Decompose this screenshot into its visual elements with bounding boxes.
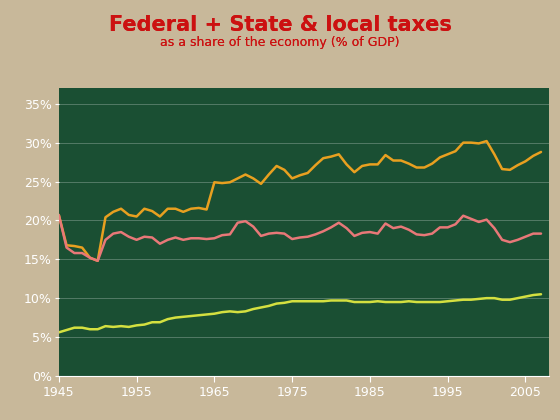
Text: as a share of the economy (% of GDP): as a share of the economy (% of GDP): [160, 36, 400, 49]
Text: as a share of the economy (% of GDP): as a share of the economy (% of GDP): [160, 36, 400, 49]
Text: Federal + State & local taxes: Federal + State & local taxes: [109, 15, 451, 35]
Text: Federal + State & local taxes: Federal + State & local taxes: [109, 15, 451, 35]
